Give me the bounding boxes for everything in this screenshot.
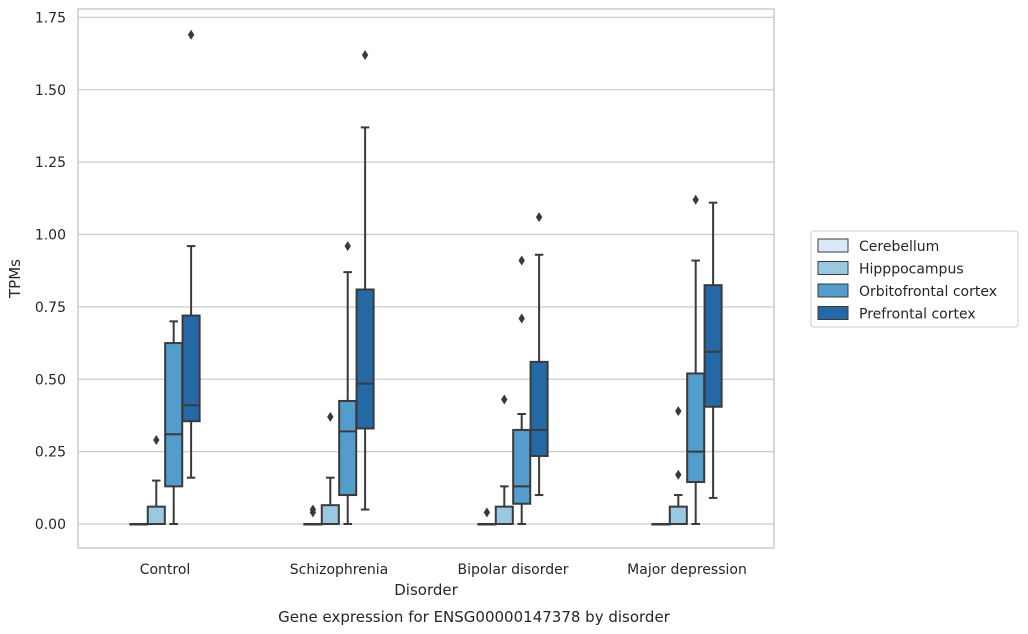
outlier-point — [518, 313, 525, 324]
x-tick-labels: Control Schizophrenia Bipolar disorder Majo… — [140, 562, 747, 578]
legend-swatch — [817, 261, 849, 275]
box-2-1 — [494, 394, 514, 526]
y-axis-label: TPMs — [6, 259, 24, 299]
y-tick-label: 1.75 — [35, 10, 66, 26]
outlier-point — [675, 406, 682, 417]
box-2-0 — [477, 507, 497, 526]
box-0-0 — [129, 523, 149, 526]
legend-swatch — [817, 238, 849, 253]
legend: Cerebellum Hipppocampus Orbitofrontal cort… — [810, 230, 1019, 328]
box-iqr — [512, 428, 532, 505]
y-tick-labels: 0.00 0.25 0.50 0.75 1.00 1.25 1.50 1.75 — [35, 10, 66, 533]
x-tick-label: Schizophrenia — [290, 562, 388, 578]
y-tick-label: 0.25 — [35, 445, 66, 461]
box-iqr — [529, 360, 549, 457]
outlier-point — [361, 50, 369, 61]
outlier-point — [518, 255, 525, 266]
outlier-point — [344, 241, 351, 252]
box-iqr — [355, 288, 375, 430]
outlier-point — [675, 469, 682, 480]
y-tick-label: 0.50 — [35, 372, 66, 388]
box-3-3 — [703, 201, 723, 499]
box-2-3 — [529, 212, 549, 497]
box-iqr — [668, 505, 688, 526]
chart-caption: Gene expression for ENSG00000147378 by d… — [278, 608, 671, 626]
legend-label: Hipppocampus — [859, 262, 964, 278]
legend-swatch — [817, 306, 849, 320]
y-tick-label: 0.00 — [35, 517, 66, 533]
x-tick-label: Control — [140, 562, 191, 578]
legend-label: Prefrontal cortex — [859, 307, 976, 323]
outlier-point — [309, 504, 317, 515]
legend-label: Orbitofrontal cortex — [859, 284, 997, 300]
outlier-point — [153, 435, 160, 446]
box-1-3 — [355, 50, 375, 511]
box-0-3 — [181, 29, 201, 479]
box-iqr — [703, 284, 723, 408]
boxes — [129, 29, 723, 526]
y-tick-label: 1.00 — [35, 228, 66, 244]
box-iqr — [338, 399, 358, 497]
outlier-point — [483, 507, 491, 518]
box-1-0 — [303, 504, 323, 526]
y-tick-label: 1.25 — [35, 155, 66, 171]
outlier-point — [501, 394, 508, 405]
plot-frame — [77, 8, 775, 549]
box-0-2 — [164, 320, 184, 525]
box-3-2 — [686, 194, 706, 525]
box-iqr — [494, 505, 514, 526]
y-tick-label: 0.75 — [35, 300, 66, 316]
box-iqr — [686, 372, 706, 484]
box-iqr — [320, 504, 340, 525]
box-2-2 — [512, 255, 532, 525]
legend-label: Cerebellum — [859, 239, 939, 255]
box-1-1 — [320, 411, 340, 525]
box-3-1 — [668, 406, 688, 526]
y-tick-label: 1.50 — [35, 83, 66, 99]
outlier-point — [187, 29, 195, 40]
legend-swatch — [817, 283, 849, 298]
box-3-0 — [651, 523, 671, 526]
box-0-1 — [146, 435, 166, 526]
box-iqr — [164, 342, 184, 488]
box-1-2 — [338, 241, 358, 525]
outlier-point — [327, 411, 334, 422]
outlier-point — [692, 194, 699, 205]
x-tick-label: Bipolar disorder — [457, 562, 568, 578]
outlier-point — [535, 212, 543, 223]
legend-frame — [810, 230, 1019, 328]
x-tick-label: Major depression — [627, 562, 747, 578]
box-iqr — [146, 505, 166, 526]
box-iqr — [181, 314, 201, 423]
x-axis-label: Disorder — [394, 581, 458, 599]
